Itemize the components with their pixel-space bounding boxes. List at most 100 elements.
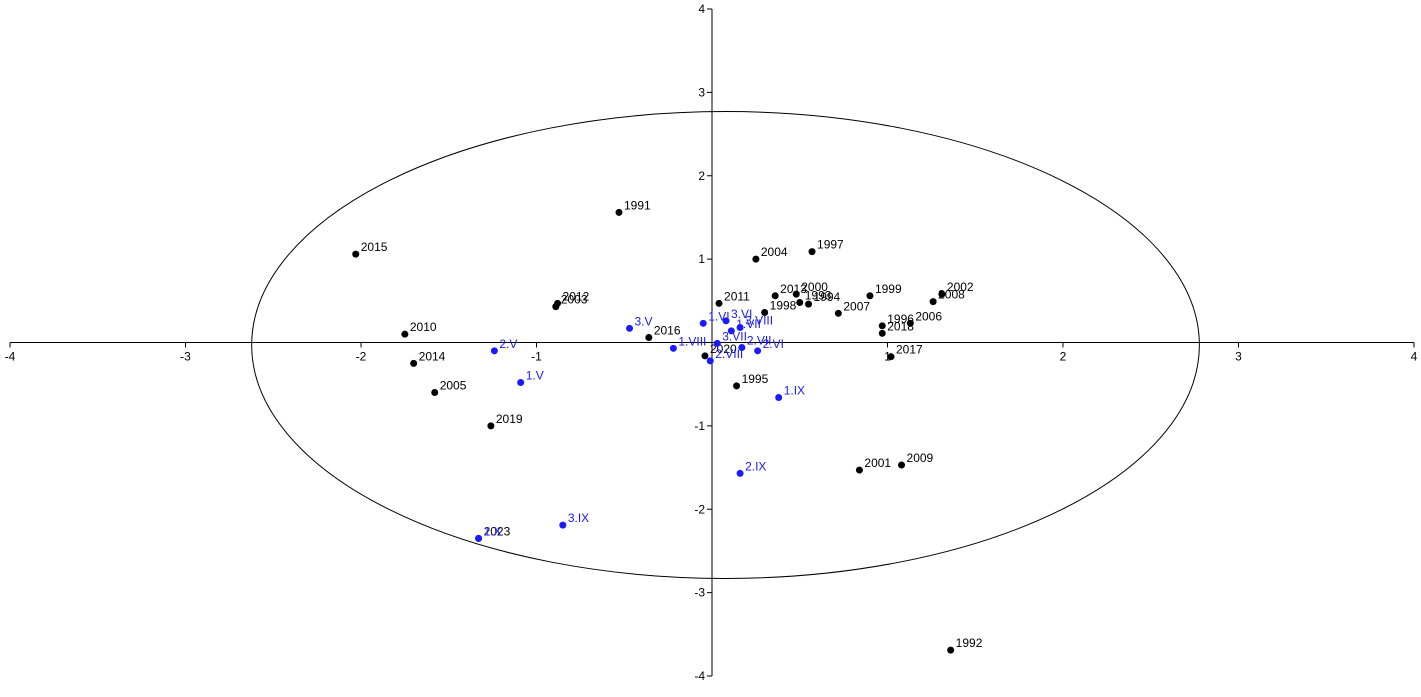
point <box>736 323 744 331</box>
point-label: 2.VIII <box>715 347 743 361</box>
point-label: 2.IX <box>745 459 766 473</box>
point-label: 2018 <box>887 319 914 333</box>
point <box>713 339 721 347</box>
point-label: 2012 <box>563 289 590 303</box>
point-label: 1992 <box>956 636 983 650</box>
point <box>947 646 955 654</box>
x-tick-label: 3 <box>1235 350 1242 364</box>
point <box>626 324 634 332</box>
point-label: 3.VIII <box>745 313 773 327</box>
point <box>645 333 653 341</box>
point-label: 1998 <box>770 298 797 312</box>
point-label: 2.VII <box>747 334 772 348</box>
point <box>475 534 483 542</box>
x-tick-label: -3 <box>180 350 191 364</box>
point-label: 2017 <box>896 343 923 357</box>
point <box>615 208 623 216</box>
point <box>722 317 730 325</box>
point-label: 2023 <box>484 524 511 538</box>
point-label: 1995 <box>742 372 769 386</box>
point-label: 2014 <box>419 349 446 363</box>
point <box>796 298 804 306</box>
point <box>738 344 746 352</box>
point-label: 1.X <box>484 524 502 538</box>
point-label: 1994 <box>814 290 841 304</box>
point <box>431 389 439 397</box>
point-label: 2008 <box>938 288 965 302</box>
point <box>487 422 495 430</box>
point <box>938 290 946 298</box>
point-label: 1.V <box>526 369 544 383</box>
x-tick-label: -4 <box>5 350 16 364</box>
point-label: 2003 <box>561 293 588 307</box>
point-label: 1.VIII <box>678 334 706 348</box>
point <box>887 353 895 361</box>
point-label: 2005 <box>440 379 467 393</box>
point-label: 2002 <box>947 280 974 294</box>
point-label: 2011 <box>724 289 750 303</box>
y-tick-label: -3 <box>694 586 705 600</box>
point <box>805 300 813 308</box>
point <box>754 347 762 355</box>
point <box>929 298 937 306</box>
y-tick-label: -1 <box>694 419 705 433</box>
point-label: 1.IX <box>784 384 805 398</box>
point-label: 2000 <box>801 280 828 294</box>
point <box>401 330 409 338</box>
point-label: 2010 <box>410 320 437 334</box>
point <box>775 394 783 402</box>
point-label: 1997 <box>817 238 844 252</box>
x-tick-label: 4 <box>1411 350 1418 364</box>
x-tick-label: 2 <box>1060 350 1067 364</box>
y-tick-label: 1 <box>698 252 705 266</box>
point <box>669 344 677 352</box>
point <box>906 319 914 327</box>
point <box>898 461 906 469</box>
point <box>736 469 744 477</box>
point <box>490 347 498 355</box>
point-label: 3.VII <box>722 329 747 343</box>
y-tick-label: 2 <box>698 169 705 183</box>
point <box>727 327 735 335</box>
point <box>699 319 707 327</box>
point <box>410 359 418 367</box>
x-tick-label: -2 <box>356 350 367 364</box>
point <box>792 290 800 298</box>
point-label: 1991 <box>624 198 651 212</box>
point <box>855 466 863 474</box>
point-label: 2015 <box>361 240 388 254</box>
point <box>706 357 714 365</box>
point-label: 2013 <box>780 282 807 296</box>
point-label: 2009 <box>907 451 934 465</box>
point-label: 3.V <box>635 314 653 328</box>
point <box>701 352 709 360</box>
ellipse <box>251 111 1200 579</box>
y-tick-label: 3 <box>698 85 705 99</box>
point <box>517 379 525 387</box>
point <box>752 255 760 263</box>
point-label: 1993 <box>805 288 832 302</box>
point-label: 2016 <box>654 323 681 337</box>
point <box>866 292 874 300</box>
point <box>878 329 886 337</box>
point-label: 3.VI <box>731 307 752 321</box>
point-label: 2001 <box>864 456 891 470</box>
point <box>771 292 779 300</box>
point <box>715 299 723 307</box>
y-tick-label: -2 <box>694 502 705 516</box>
point-label: 2019 <box>496 412 523 426</box>
point <box>352 250 360 258</box>
y-tick-label: -4 <box>694 669 705 683</box>
point <box>878 322 886 330</box>
point-label: 2004 <box>761 245 788 259</box>
point-label: 3.IX <box>568 511 589 525</box>
y-tick-label: 4 <box>698 2 705 16</box>
point-label: 2006 <box>915 309 942 323</box>
x-tick-label: -1 <box>531 350 542 364</box>
point <box>761 308 769 316</box>
point <box>733 382 741 390</box>
point-label: 2.VI <box>763 337 784 351</box>
point-label: 1999 <box>875 282 902 296</box>
